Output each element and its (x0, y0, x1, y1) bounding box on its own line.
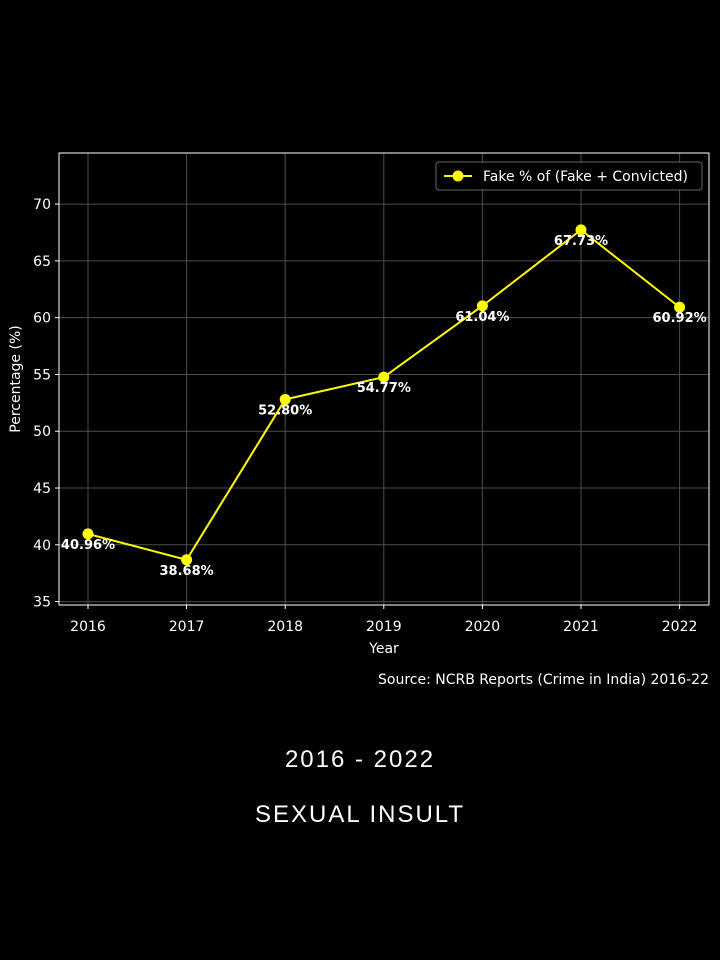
data-label: 38.68% (160, 564, 214, 579)
y-tick-label: 45 (33, 481, 51, 497)
data-point (674, 301, 686, 313)
x-tick-label: 2021 (563, 619, 599, 635)
y-tick-label: 50 (33, 424, 51, 440)
line-chart: 35 40 45 50 55 60 65 70 2016 2017 2018 2019 2020 202… (8, 152, 710, 688)
caption-years: 2016 - 2022 (284, 746, 436, 773)
data-point (82, 528, 94, 540)
data-point (181, 554, 193, 566)
y-tick-label: 70 (33, 197, 51, 213)
data-label: 67.73% (554, 234, 608, 249)
legend-box (435, 161, 703, 191)
x-tick-label: 2022 (662, 619, 698, 635)
y-tick-label: 35 (33, 595, 51, 611)
legend: Fake % of (Fake + Convicted) (435, 161, 703, 191)
data-point (476, 300, 488, 312)
x-tick-label: 2016 (70, 619, 106, 635)
data-label: 54.77% (357, 381, 411, 396)
legend-marker (452, 170, 464, 182)
data-label: 61.04% (455, 310, 509, 325)
data-point (279, 393, 291, 405)
x-tick-label: 2019 (366, 619, 402, 635)
y-axis-label: Percentage (%) (8, 325, 24, 432)
y-tick-label: 40 (33, 538, 51, 554)
data-label: 52.80% (258, 403, 312, 418)
legend-entry: Fake % of (Fake + Convicted) (483, 169, 688, 185)
x-tick-label: 2020 (465, 619, 501, 635)
data-label: 40.96% (61, 538, 115, 553)
y-tick-label: 55 (33, 367, 51, 383)
x-axis-label: Year (368, 641, 399, 657)
y-tick-label: 60 (33, 311, 51, 327)
data-point (378, 371, 390, 383)
data-point (575, 224, 587, 236)
y-axis-ticks: 35 40 45 50 55 60 65 70 (33, 197, 59, 611)
y-tick-label: 65 (33, 254, 51, 270)
x-axis-ticks: 2016 2017 2018 2019 2020 2021 2022 (70, 605, 697, 635)
source-note: Source: NCRB Reports (Crime in India) 20… (378, 672, 709, 688)
x-tick-label: 2018 (267, 619, 303, 635)
caption-topic: SEXUAL INSULT (254, 801, 466, 828)
data-labels: 40.96% 38.68% 52.80% 54.77% 61.04% 67.73% 60.9… (61, 234, 707, 579)
x-tick-label: 2017 (169, 619, 205, 635)
data-label: 60.92% (653, 311, 707, 326)
data-points (82, 224, 686, 566)
